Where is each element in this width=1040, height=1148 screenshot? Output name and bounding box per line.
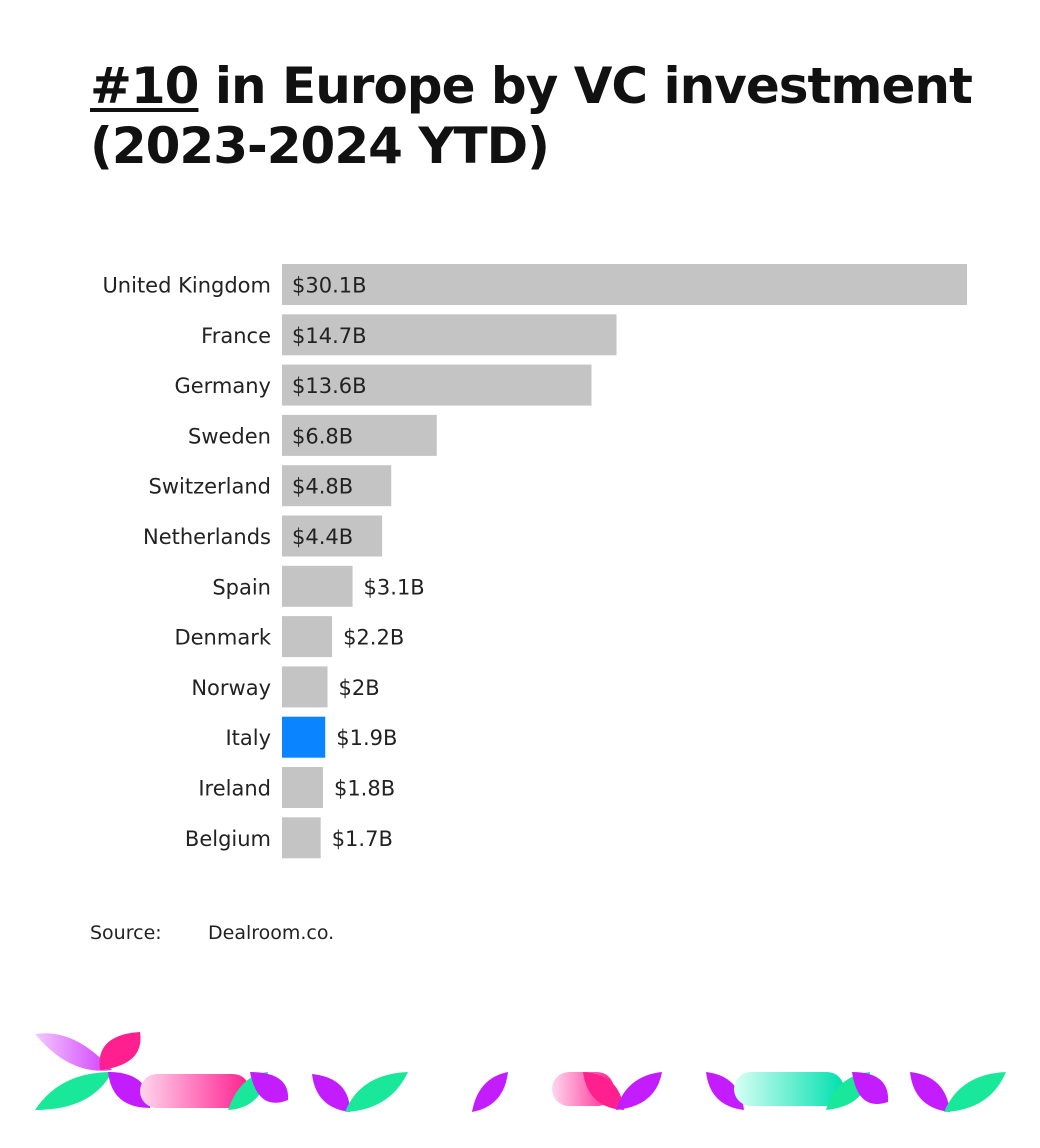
value-label-italy: $1.9B (336, 726, 397, 750)
decorative-leaf-pattern (35, 1032, 1006, 1112)
bar-ireland (282, 767, 323, 808)
category-label-spain: Spain (212, 575, 271, 599)
category-label-netherlands: Netherlands (143, 525, 271, 549)
bar-united-kingdom (282, 264, 967, 305)
value-label-netherlands: $4.4B (292, 525, 353, 549)
chart-title: #10 in Europe by VC investment (2023-2024… (90, 56, 990, 176)
bar-denmark (282, 616, 333, 658)
bar-switzerland (282, 465, 392, 507)
value-label-united-kingdom: $30.1B (292, 274, 367, 298)
category-label-sweden: Sweden (188, 424, 271, 448)
bar-spain (282, 565, 353, 607)
value-label-switzerland: $4.8B (292, 475, 353, 499)
bar-sweden (282, 414, 437, 456)
value-label-norway: $2B (339, 676, 380, 700)
source-value: Dealroom.co. (208, 922, 335, 944)
value-label-spain: $3.1B (364, 575, 425, 599)
bar-germany (282, 364, 592, 406)
bar-italy (282, 716, 326, 758)
category-label-united-kingdom: United Kingdom (102, 274, 271, 298)
category-label-germany: Germany (174, 374, 271, 398)
bar-france (282, 314, 617, 356)
bar-norway (282, 666, 328, 708)
category-label-norway: Norway (191, 676, 271, 700)
leaf-group-4 (552, 1072, 662, 1110)
category-label-ireland: Ireland (198, 777, 271, 801)
value-label-sweden: $6.8B (292, 424, 353, 448)
leaf-group-1 (35, 1032, 289, 1110)
title-rank: #10 (90, 57, 199, 115)
leaf-group-3 (472, 1072, 508, 1112)
category-label-denmark: Denmark (174, 626, 271, 650)
category-label-france: France (201, 324, 271, 348)
value-label-belgium: $1.7B (332, 827, 393, 851)
category-label-italy: Italy (225, 726, 271, 750)
category-label-belgium: Belgium (185, 827, 271, 851)
value-label-denmark: $2.2B (343, 626, 404, 650)
value-label-germany: $13.6B (292, 374, 367, 398)
title-period: (2023-2024 YTD) (90, 117, 550, 175)
leaf-group-5 (706, 1072, 889, 1110)
value-label-france: $14.7B (292, 324, 367, 348)
category-label-switzerland: Switzerland (149, 475, 272, 499)
bar-chart: United Kingdom $30.1B France $14.7B Germany $… (102, 264, 967, 859)
source-note: Source: Dealroom.co. (90, 922, 334, 944)
source-label: Source: (90, 922, 162, 944)
bar-belgium (282, 817, 321, 859)
bar-netherlands (282, 515, 383, 557)
leaf-group-2 (312, 1072, 408, 1112)
leaf-group-6 (910, 1072, 1006, 1112)
value-label-ireland: $1.8B (334, 777, 395, 801)
title-text: in Europe by VC investment (198, 57, 973, 115)
